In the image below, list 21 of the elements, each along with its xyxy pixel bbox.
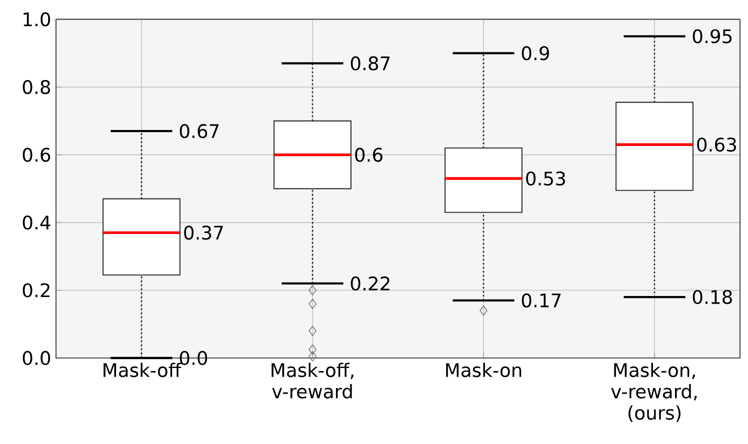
y-tick-label: 0.0 — [22, 350, 50, 366]
annotation: 0.18 — [692, 290, 732, 304]
x-tick-label: Mask-on — [446, 362, 522, 378]
y-tick-label: 0.4 — [22, 215, 50, 230]
y-tick-label: 0.8 — [22, 80, 50, 94]
x-tick-label: Mask-off — [104, 362, 182, 378]
x-tick-label: Mask-off, v-reward — [272, 362, 354, 398]
x-tick-label: Mask-on, v-reward, (ours) — [611, 362, 697, 422]
annotation: 0.53 — [526, 171, 565, 186]
annotation: 0.63 — [697, 138, 736, 152]
annotation: 0.87 — [350, 56, 390, 70]
y-tick-label: 0.2 — [22, 283, 50, 298]
annotation: 0.22 — [350, 276, 390, 291]
annotation: 0.37 — [184, 226, 223, 240]
y-tick-label: 1.0 — [24, 12, 50, 26]
annotation: 0.95 — [692, 29, 732, 44]
y-tick-label: 0.6 — [22, 148, 50, 162]
annotation: 0.17 — [522, 293, 561, 308]
annotation: 0.9 — [522, 46, 550, 60]
annotation: 0.67 — [180, 124, 219, 138]
annotation: 0.6 — [355, 148, 382, 162]
